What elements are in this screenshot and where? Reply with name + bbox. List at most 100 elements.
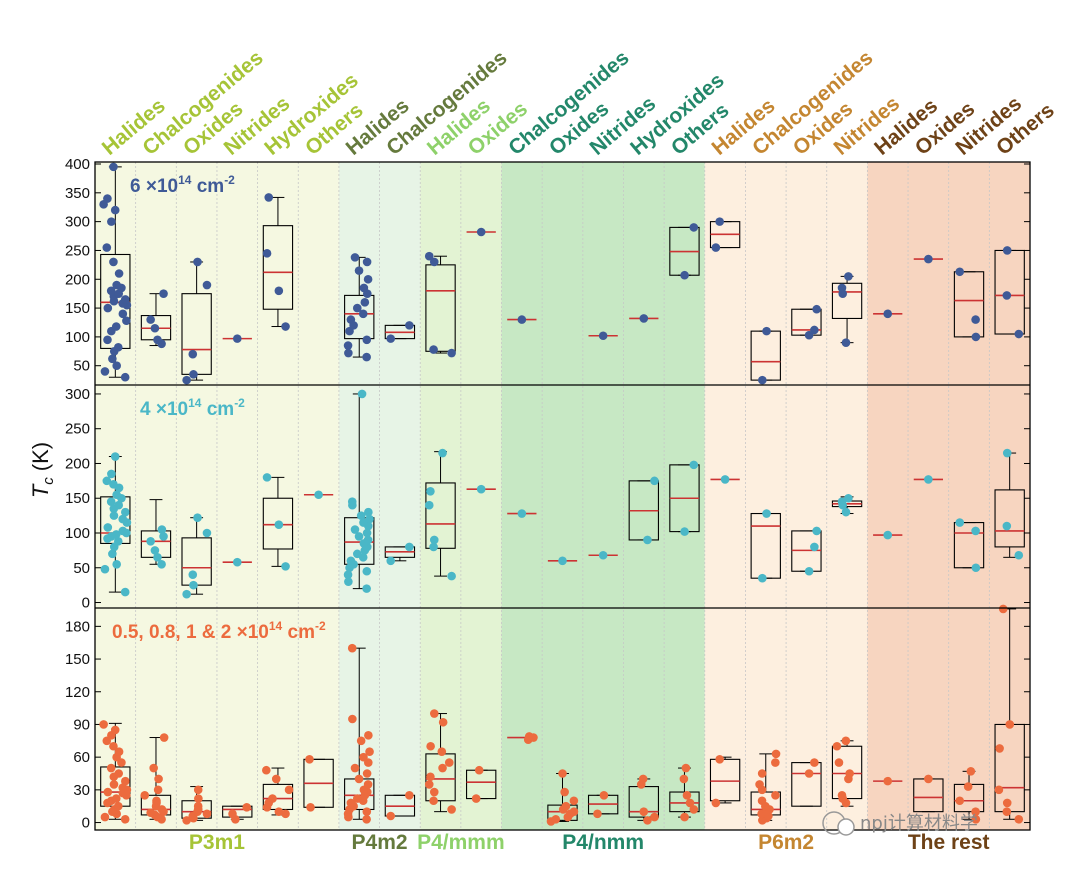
data-point <box>386 334 396 343</box>
box-hydroxides <box>262 765 294 819</box>
data-point <box>680 270 689 280</box>
y-tick-label: 150 <box>65 300 90 317</box>
data-point <box>352 303 362 313</box>
data-point <box>359 752 368 762</box>
data-point <box>106 763 116 773</box>
box-oxides <box>546 769 579 826</box>
data-point <box>357 389 367 399</box>
panel-annotation: 0.5, 0.8, 1 & 2 ×1014 cm-2 <box>112 619 326 643</box>
data-point <box>182 375 191 385</box>
box-nitrides <box>953 518 985 573</box>
data-point <box>102 476 112 486</box>
watermark: npj计算材料学 <box>822 811 978 836</box>
box-hydroxides <box>629 314 659 323</box>
y-tick-label: 0 <box>82 815 90 832</box>
data-point <box>232 334 242 343</box>
box-hydroxides <box>628 774 659 825</box>
data-point <box>354 266 364 275</box>
data-point <box>153 335 162 345</box>
data-point <box>844 272 853 281</box>
data-point <box>650 476 659 486</box>
data-point <box>140 791 150 800</box>
box-nitrides <box>222 557 252 567</box>
data-point <box>364 731 373 740</box>
box-others <box>994 448 1025 560</box>
box-chalcogenides <box>140 733 172 824</box>
box-chalcogenides <box>384 321 416 343</box>
data-point <box>103 335 112 345</box>
data-point <box>122 316 131 326</box>
box-chalcogenides <box>140 499 172 569</box>
box-halides <box>343 643 375 824</box>
box-oxides <box>913 774 944 813</box>
data-point <box>112 559 121 569</box>
data-point <box>358 309 368 319</box>
data-point <box>182 589 191 599</box>
data-point <box>193 801 203 811</box>
data-point <box>812 526 821 536</box>
data-point <box>762 509 771 518</box>
data-point <box>109 511 119 520</box>
data-point <box>110 725 120 735</box>
data-point <box>363 535 373 545</box>
data-point <box>362 807 372 816</box>
data-point <box>274 286 284 296</box>
data-point <box>112 280 121 290</box>
box-oxides <box>791 526 822 576</box>
y-axis-label: Tc(K) <box>28 442 57 498</box>
box-nitrides <box>222 802 253 824</box>
data-point <box>841 736 851 746</box>
data-point <box>346 798 356 808</box>
data-point <box>955 796 965 806</box>
y-tick-label: 300 <box>65 386 90 403</box>
box-nitrides <box>222 334 252 343</box>
data-point <box>638 774 648 784</box>
data-point <box>108 354 117 364</box>
group-label: P6m2 <box>758 831 814 854</box>
data-point <box>118 526 128 536</box>
data-point <box>429 535 439 545</box>
data-point <box>593 809 602 819</box>
data-point <box>346 556 356 566</box>
box-chalcogenides <box>507 509 537 518</box>
box-iqr <box>953 522 985 569</box>
box-nitrides <box>587 791 619 819</box>
data-point <box>350 253 360 262</box>
data-point <box>711 243 721 252</box>
data-point <box>113 537 123 546</box>
box-iqr <box>831 282 863 320</box>
data-point <box>955 518 965 527</box>
box-others <box>669 460 700 536</box>
data-point <box>643 816 652 825</box>
plot-frame <box>94 161 1031 831</box>
data-point <box>689 223 699 232</box>
box-oxides <box>791 758 822 807</box>
data-point <box>146 315 155 324</box>
panel-p2: 0 50 100 150 200 250 300 4 ×1014 cm-2 <box>65 386 1030 612</box>
y-tick-label: 250 <box>65 421 90 438</box>
data-point <box>971 315 980 324</box>
data-point <box>837 283 847 293</box>
data-point <box>471 794 481 803</box>
data-point <box>281 322 290 331</box>
data-point <box>354 532 364 541</box>
data-point <box>924 254 933 264</box>
box-halides <box>873 309 903 319</box>
box-others <box>303 490 334 500</box>
data-point <box>757 769 767 778</box>
box-iqr <box>262 497 294 550</box>
data-point <box>650 812 659 822</box>
data-point <box>111 530 121 539</box>
box-others <box>303 755 334 812</box>
data-point <box>109 780 119 789</box>
data-point <box>150 546 160 555</box>
data-point <box>424 251 434 261</box>
data-point <box>343 341 353 350</box>
data-point <box>971 814 981 824</box>
data-point <box>347 497 357 507</box>
data-point <box>998 604 1008 614</box>
data-point <box>680 812 689 822</box>
data-point <box>924 475 933 484</box>
data-point <box>103 194 112 203</box>
data-point <box>405 791 414 800</box>
